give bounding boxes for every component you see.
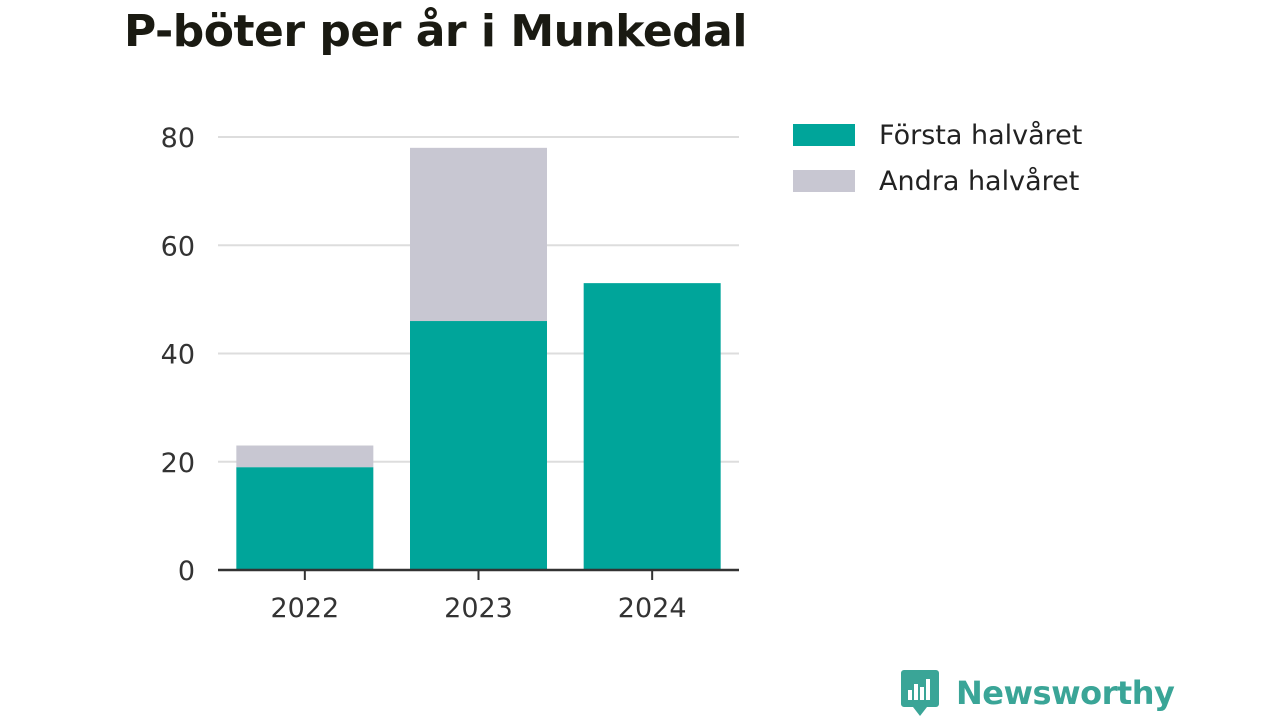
bar-first-half bbox=[583, 283, 721, 570]
chart-title: P-böter per år i Munkedal bbox=[124, 6, 747, 57]
bar-first-half bbox=[236, 467, 374, 570]
y-tick-label: 40 bbox=[161, 340, 195, 371]
y-tick-label: 60 bbox=[161, 231, 195, 262]
bar-second-half bbox=[410, 147, 547, 322]
newsworthy-logo-icon bbox=[901, 670, 939, 716]
x-tick-label: 2023 bbox=[444, 593, 513, 624]
legend-label-first-half: Första halvåret bbox=[879, 119, 1083, 151]
legend-label-second-half: Andra halvåret bbox=[879, 165, 1080, 197]
brand-name: Newsworthy bbox=[956, 674, 1175, 712]
x-tick-label: 2024 bbox=[618, 593, 687, 624]
brand-logo: Newsworthy bbox=[900, 668, 1175, 718]
bar-second-half bbox=[236, 445, 374, 468]
legend-item-second-half: Andra halvåret bbox=[793, 158, 1082, 204]
x-tick-label: 2022 bbox=[270, 593, 339, 624]
legend-swatch-first-half bbox=[793, 124, 855, 146]
y-tick-label: 80 bbox=[161, 123, 195, 154]
y-tick-label: 20 bbox=[161, 448, 195, 479]
y-tick-label: 0 bbox=[178, 556, 195, 587]
legend-item-first-half: Första halvåret bbox=[793, 112, 1082, 158]
legend-swatch-second-half bbox=[793, 170, 855, 192]
bar-first-half bbox=[410, 321, 547, 570]
legend: Första halvåret Andra halvåret bbox=[793, 112, 1082, 204]
